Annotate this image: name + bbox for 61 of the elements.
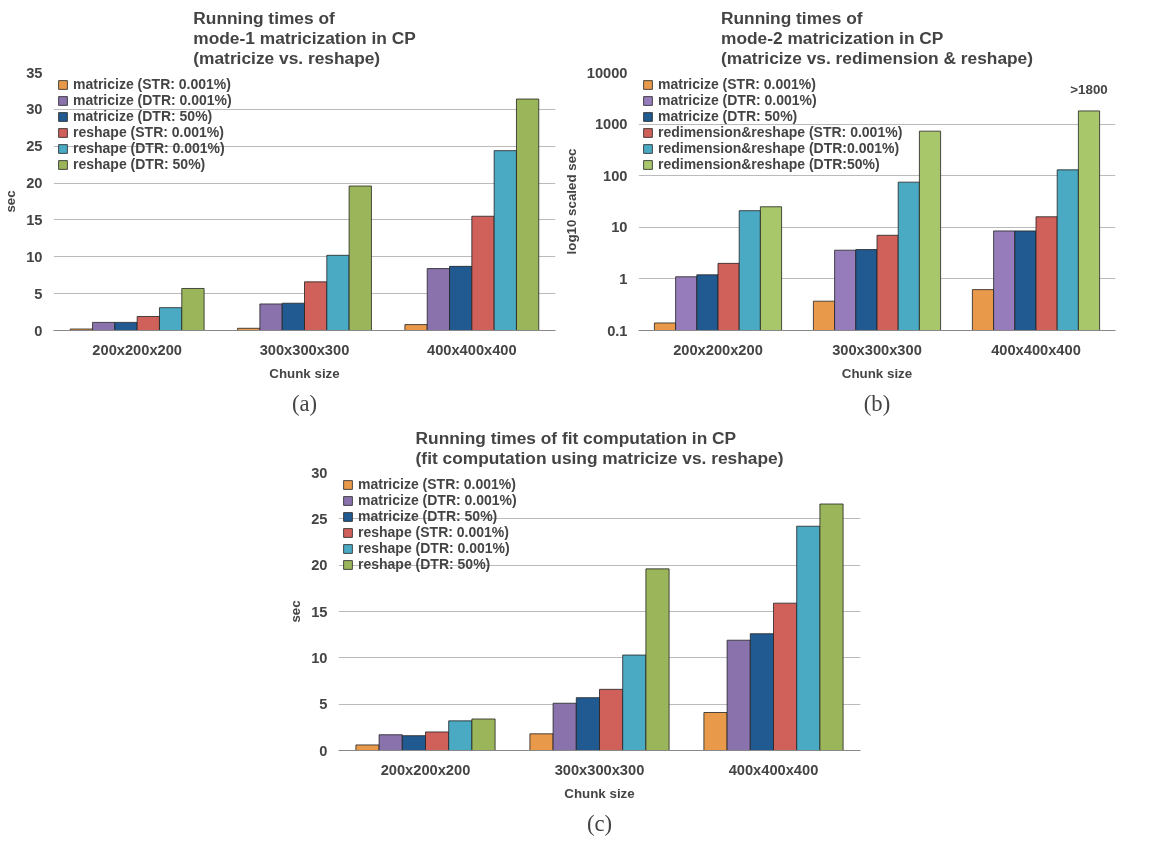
text: (b)	[863, 390, 891, 416]
y-tick-label: 15	[311, 603, 328, 620]
x-tick-label: 200x200x200	[92, 341, 183, 358]
y-tick-label: 1000	[594, 116, 628, 133]
y-tick-label: 10	[311, 649, 328, 666]
legend-label: matricize (STR: 0.001%)	[658, 76, 816, 92]
legend-label: redimension&reshape (DTR:0.001%)	[658, 140, 900, 156]
y-tick-label: 30	[311, 464, 328, 481]
text: (c)	[586, 810, 613, 836]
legend-label: matricize (STR: 0.001%)	[73, 76, 231, 92]
y-tick-label: 0.1	[607, 322, 628, 339]
x-tick-label: 400x400x400	[991, 341, 1081, 358]
y-axis-title: sec	[288, 599, 304, 623]
text: (a)	[291, 390, 318, 416]
x-tick-label: 300x300x300	[832, 341, 922, 358]
y-tick-label: 0	[34, 322, 43, 339]
y-axis-title: sec	[3, 189, 19, 213]
legend-label: reshape (DTR: 50%)	[73, 156, 206, 172]
legend-label: reshape (STR: 0.001%)	[73, 124, 224, 140]
x-tick-label: 300x300x300	[554, 761, 645, 778]
x-tick-label: 200x200x200	[673, 341, 763, 358]
legend-label: redimension&reshape (DTR:50%)	[658, 156, 880, 172]
x-tick-label: 200x200x200	[380, 761, 471, 778]
legend-label: matricize (DTR: 50%)	[73, 108, 213, 124]
y-tick-label: 100	[603, 167, 628, 184]
annotation: >1800	[1070, 81, 1108, 97]
legend-label: matricize (DTR: 50%)	[658, 108, 798, 124]
legend-label: matricize (DTR: 0.001%)	[73, 92, 232, 108]
y-tick-label: 10	[26, 248, 43, 265]
y-tick-label: 25	[311, 510, 328, 527]
legend-label: reshape (DTR: 0.001%)	[73, 140, 225, 156]
y-tick-label: 5	[319, 696, 328, 713]
legend-label: matricize (STR: 0.001%)	[358, 476, 516, 492]
chart-title: Running times of mode-1 matricization in CP (matricize vs. reshape)	[193, 7, 416, 68]
y-tick-label: 10	[611, 219, 628, 236]
y-tick-label: 30	[26, 101, 43, 118]
legend-label: redimension&reshape (STR: 0.001%)	[658, 124, 903, 140]
legend-label: matricize (DTR: 0.001%)	[358, 492, 517, 508]
y-tick-label: 10000	[586, 64, 628, 81]
legend-label: reshape (DTR: 0.001%)	[358, 540, 510, 556]
y-tick-label: 1	[619, 270, 628, 287]
y-tick-label: 25	[26, 138, 43, 155]
x-tick-label: 300x300x300	[259, 341, 350, 358]
y-tick-label: 20	[26, 175, 43, 192]
legend-label: reshape (DTR: 50%)	[358, 556, 491, 572]
x-tick-label: 400x400x400	[427, 341, 517, 358]
chart-title: Running times of fit computation in CP (fit computation using matricize vs. reshape)	[415, 427, 784, 468]
x-tick-label: 400x400x400	[728, 761, 819, 778]
chart-title: Running times of mode-2 matricization in CP (matricize vs. redimension & reshape)	[720, 7, 1034, 68]
legend-label: reshape (STR: 0.001%)	[358, 524, 509, 540]
legend-label: matricize (DTR: 50%)	[358, 508, 498, 524]
y-tick-label: 15	[26, 211, 43, 228]
y-axis-title: log10 scaled sec	[563, 147, 579, 255]
x-axis-title: Chunk size	[564, 785, 635, 801]
y-tick-label: 35	[26, 64, 43, 81]
x-axis-title: Chunk size	[269, 365, 340, 381]
y-tick-label: 20	[311, 557, 328, 574]
legend-label: matricize (DTR: 0.001%)	[658, 92, 817, 108]
x-axis-title: Chunk size	[841, 365, 913, 381]
y-tick-label: 5	[34, 285, 43, 302]
y-tick-label: 0	[319, 742, 328, 759]
